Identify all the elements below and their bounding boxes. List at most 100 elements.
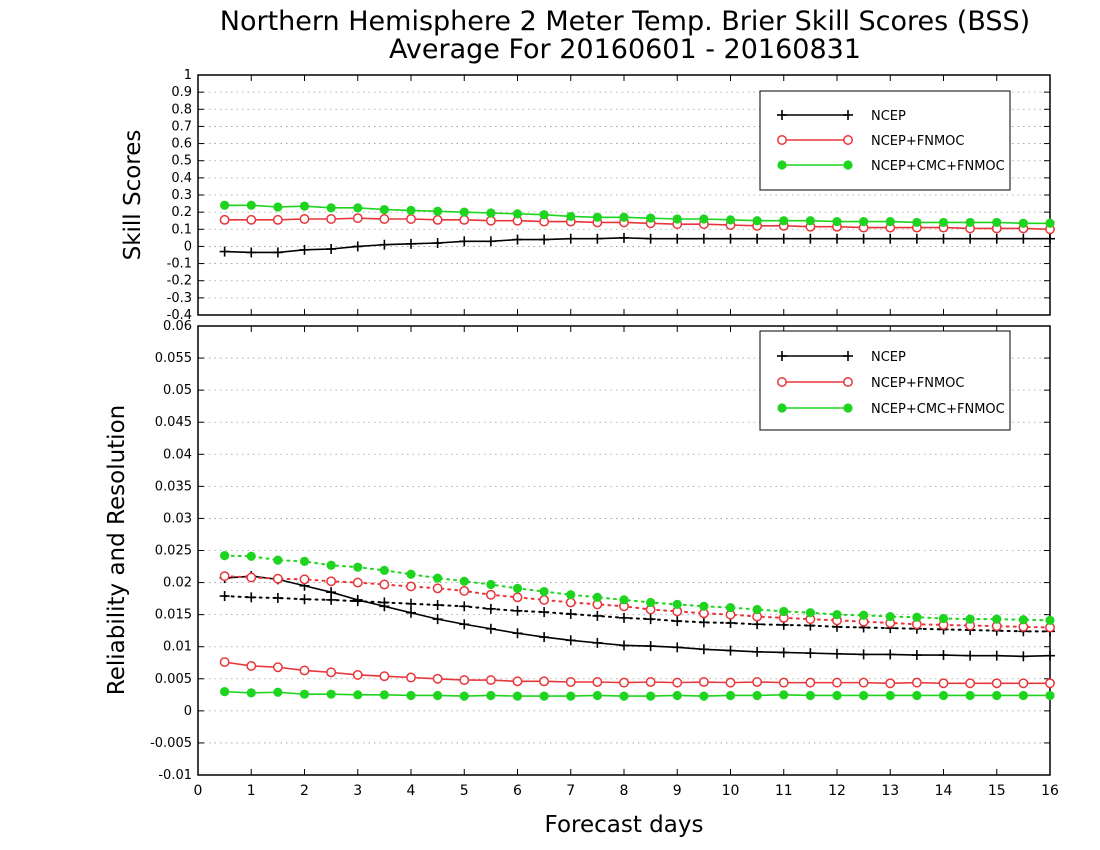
y-tick-label: 0 <box>184 239 192 254</box>
data-point <box>326 560 336 570</box>
data-point <box>885 216 895 227</box>
data-point <box>539 691 549 701</box>
data-point <box>459 601 470 612</box>
data-point <box>592 592 602 602</box>
data-point <box>619 595 629 605</box>
data-point <box>805 648 816 659</box>
data-point <box>565 597 576 608</box>
data-point <box>698 617 709 628</box>
y-tick-label: 0.035 <box>155 479 192 494</box>
data-point <box>725 690 736 701</box>
data-point <box>619 677 629 688</box>
skill-scores-panel: -0.4 -0.3 -0.2 -0.1 0 0.1 0.2 0.3 0.4 0.5 0.6 0.7 0.… <box>167 68 1055 323</box>
x-tick-label: 9 <box>673 783 682 799</box>
data-point <box>220 551 230 561</box>
data-point <box>805 216 815 226</box>
data-point <box>1018 218 1028 228</box>
series-line <box>223 575 1051 629</box>
y-tick-label: 0.025 <box>155 544 192 559</box>
data-point <box>805 677 816 688</box>
data-point <box>485 215 496 226</box>
x-tick-label: 12 <box>828 783 846 799</box>
data-point <box>353 562 363 572</box>
x-tick-label: 10 <box>722 783 740 799</box>
data-point <box>1018 651 1029 662</box>
legend-marker <box>843 160 853 170</box>
data-point <box>432 614 443 625</box>
plot-frame <box>197 325 1051 776</box>
data-point <box>485 236 496 247</box>
data-point <box>459 691 469 701</box>
data-point <box>512 605 523 616</box>
data-point <box>273 555 283 565</box>
data-point <box>352 577 363 588</box>
data-point <box>432 673 443 684</box>
data-point <box>592 677 603 687</box>
data-point <box>379 690 389 700</box>
legend-label: NCEP <box>871 350 906 365</box>
data-point <box>539 607 550 618</box>
legend-marker <box>777 351 787 361</box>
data-point <box>965 690 975 701</box>
data-point <box>406 569 416 579</box>
data-point <box>991 233 1002 244</box>
data-point <box>885 690 895 701</box>
data-point <box>352 669 363 680</box>
y-tick-label: 0.6 <box>171 137 192 152</box>
data-point <box>566 691 576 701</box>
y-tick-label: 0.3 <box>171 188 192 203</box>
data-point <box>938 217 949 228</box>
data-point <box>805 690 815 701</box>
data-point <box>699 691 709 701</box>
data-point <box>832 233 842 244</box>
y-tick-label: 0.5 <box>171 154 192 169</box>
data-point <box>565 635 576 646</box>
data-point <box>326 689 336 699</box>
data-point <box>539 632 550 643</box>
y-tick-label: 1 <box>184 68 192 83</box>
legend-box <box>759 330 1011 431</box>
legend-marker <box>843 351 853 361</box>
data-point <box>326 244 337 254</box>
y-tick-label: -0.1 <box>167 257 192 272</box>
data-point <box>672 233 683 244</box>
data-point <box>299 214 310 224</box>
data-point <box>352 241 363 252</box>
data-point <box>565 609 576 620</box>
legend-label: NCEP+CMC+FNMOC <box>871 159 1005 174</box>
data-point <box>912 217 922 228</box>
data-point <box>459 214 470 225</box>
data-point <box>672 642 683 653</box>
data-point <box>698 677 709 687</box>
data-point <box>619 691 629 701</box>
data-point <box>512 583 523 593</box>
data-point <box>1045 650 1055 661</box>
x-tick-label: 15 <box>988 783 1006 799</box>
data-point <box>752 233 763 244</box>
data-point <box>246 661 257 671</box>
data-point <box>406 672 416 683</box>
data-point <box>645 614 656 625</box>
data-point <box>539 234 550 245</box>
data-point <box>406 238 416 249</box>
data-point <box>299 201 310 211</box>
data-point <box>725 215 736 225</box>
data-point <box>512 592 523 603</box>
data-point <box>832 690 842 701</box>
data-point <box>885 233 896 244</box>
data-point <box>539 594 550 605</box>
data-point <box>911 677 922 688</box>
data-point <box>273 687 283 697</box>
data-point <box>406 205 416 216</box>
legend: NCEP NCEP+FNMOC NCEP+CMC+FNMOC <box>759 330 1011 431</box>
y-tick-label: 0.045 <box>155 415 192 430</box>
data-point <box>991 678 1002 689</box>
data-point <box>1018 678 1029 689</box>
data-point <box>486 690 496 701</box>
series-ncep-dotted <box>219 591 1055 637</box>
legend-marker <box>777 160 787 170</box>
data-point <box>486 208 496 218</box>
y-tick-label: 0.05 <box>163 383 192 398</box>
data-point <box>752 604 762 615</box>
legend: NCEP NCEP+FNMOC NCEP+CMC+FNMOC <box>759 90 1011 191</box>
